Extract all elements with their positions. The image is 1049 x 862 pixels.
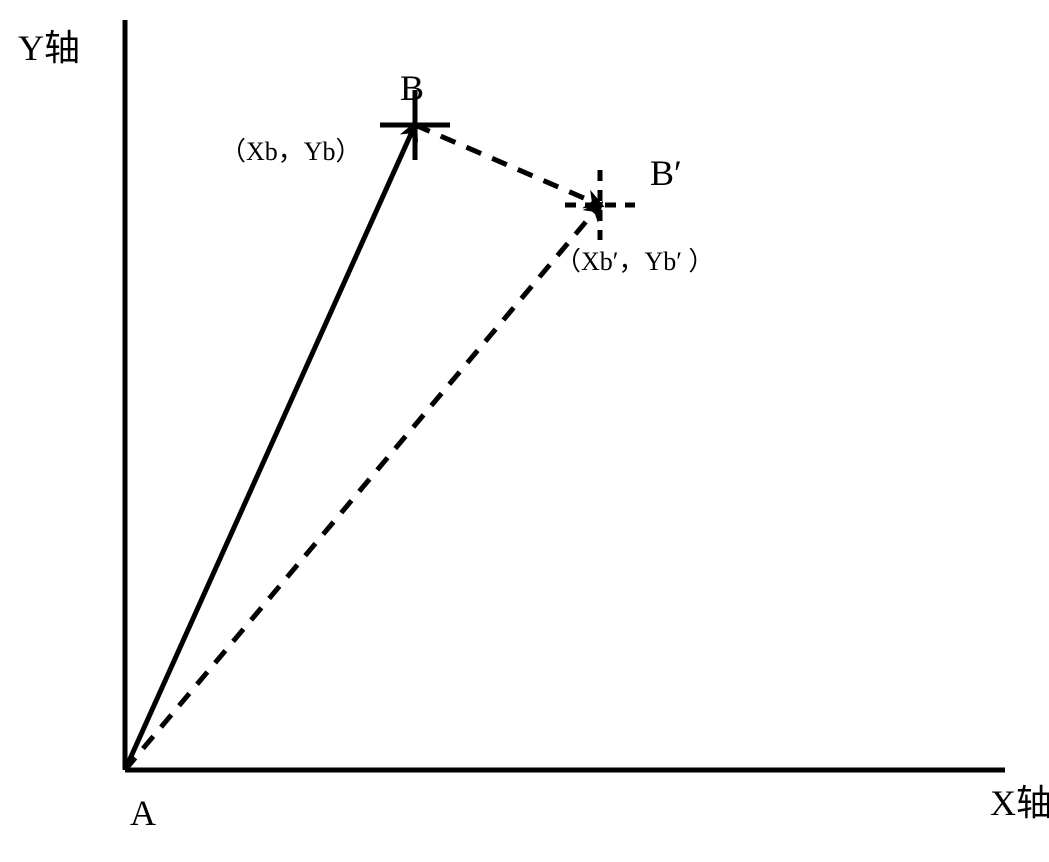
- origin-label: A: [130, 793, 156, 833]
- point-bprime-coord: （Xb′，Yb′ ）: [555, 247, 714, 276]
- y-axis-label: Y轴: [18, 28, 80, 68]
- vector-diagram: Y轴 X轴 A B （Xb，Yb） B′ （Xb′，Yb′ ）: [0, 0, 1049, 862]
- point-b-label: B: [400, 68, 424, 108]
- x-axis-label: X轴: [990, 783, 1049, 823]
- point-b-coord: （Xb，Yb）: [220, 137, 362, 166]
- point-bprime-label: B′: [650, 153, 682, 193]
